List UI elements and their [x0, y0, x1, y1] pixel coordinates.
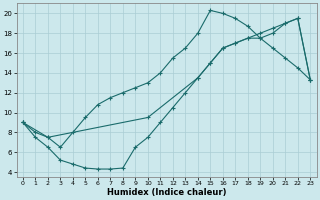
X-axis label: Humidex (Indice chaleur): Humidex (Indice chaleur)	[107, 188, 226, 197]
